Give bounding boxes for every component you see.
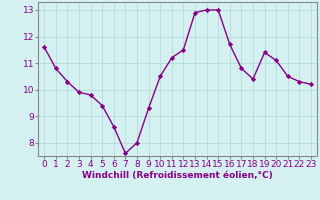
X-axis label: Windchill (Refroidissement éolien,°C): Windchill (Refroidissement éolien,°C) <box>82 171 273 180</box>
